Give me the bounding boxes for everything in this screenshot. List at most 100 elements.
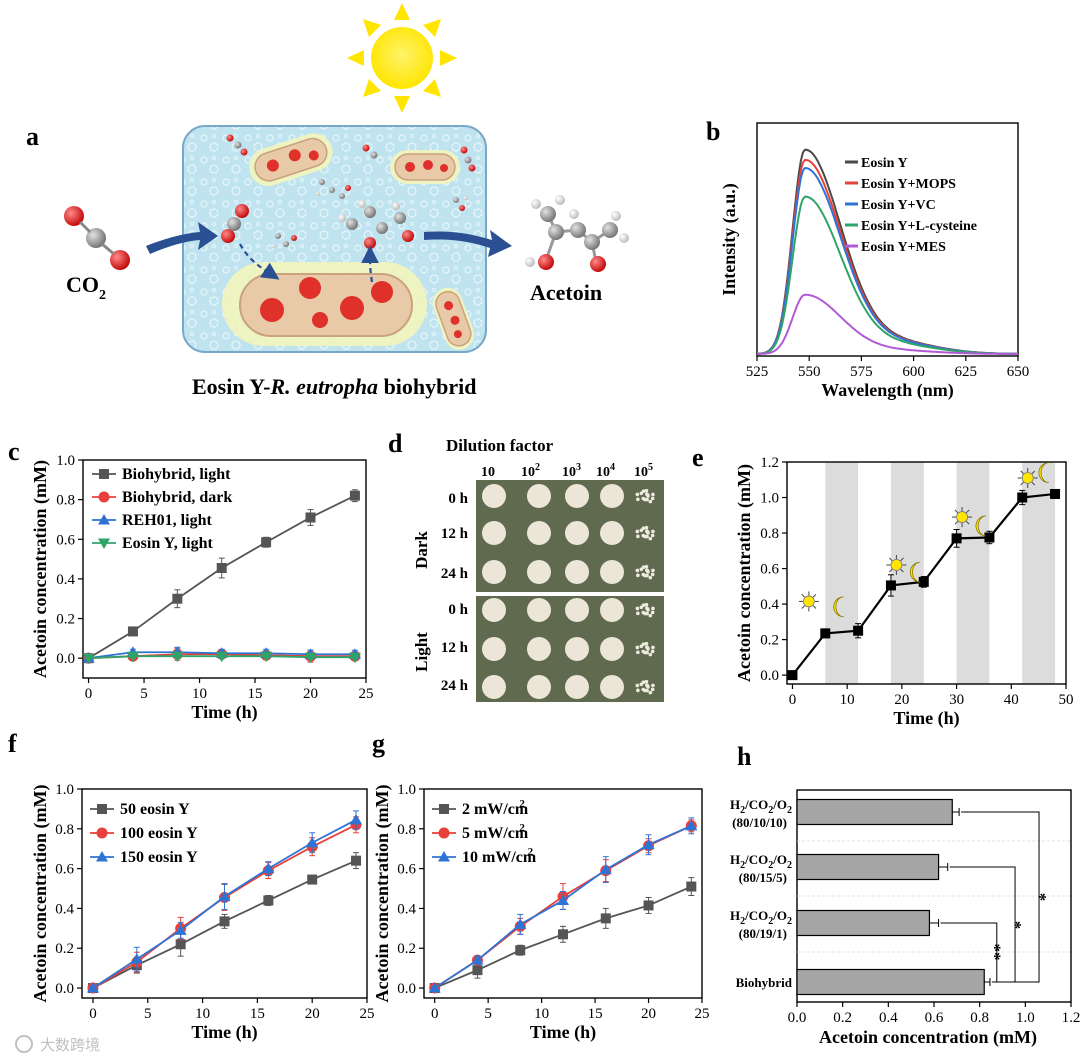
chart-b: 525 550 575 600 625 650 Wavelength (nm) Intensi… bbox=[719, 122, 1029, 401]
moon-icon bbox=[975, 515, 986, 537]
data-point bbox=[218, 890, 231, 901]
colony-speck bbox=[645, 529, 649, 533]
data-point bbox=[515, 945, 526, 956]
colony-speck bbox=[648, 536, 653, 541]
data-point bbox=[219, 916, 230, 927]
sun-ray bbox=[801, 605, 805, 609]
data-point bbox=[86, 982, 99, 993]
colony-spot bbox=[527, 598, 551, 622]
plate-spots bbox=[482, 484, 655, 699]
schematic-caption: Eosin Y-R. eutropha biohybrid bbox=[192, 374, 477, 399]
chart-e: 0 10 20 30 40 50 0.0 0.2 0.4 0.6 0.8 1.0 1.2 Time (h)… bbox=[734, 455, 1074, 729]
y-axis-label: Intensity (a.u.) bbox=[719, 183, 740, 296]
colony-speck bbox=[650, 496, 655, 501]
colony-spot bbox=[482, 521, 506, 545]
y-tick-label: 0.4 bbox=[760, 597, 779, 613]
data-point bbox=[260, 651, 273, 663]
colony-spot bbox=[600, 598, 624, 622]
colony-spot bbox=[482, 484, 506, 508]
legend-label-superscript: 2 bbox=[519, 798, 525, 810]
data-point bbox=[215, 651, 228, 663]
plate-col-3: 103 bbox=[562, 462, 581, 480]
sun-ray bbox=[888, 568, 893, 573]
colony-speck bbox=[645, 688, 649, 693]
colony-speck bbox=[635, 568, 640, 573]
y-tick-label: 0.0 bbox=[760, 668, 779, 684]
data-point bbox=[306, 836, 319, 848]
x-tick-label: 15 bbox=[588, 1006, 603, 1022]
legend-marker bbox=[99, 469, 109, 479]
colony-speck bbox=[639, 567, 644, 572]
sun-ray bbox=[965, 520, 970, 525]
data-point bbox=[514, 918, 527, 929]
colony-speck bbox=[635, 529, 640, 534]
legend-label: Eosin Y+L-cysteine bbox=[861, 219, 977, 234]
panel-label-e: e bbox=[692, 443, 704, 472]
y-axis-label: Acetoin concentration (mM) bbox=[30, 785, 51, 1003]
y-tick-label: 0.4 bbox=[55, 901, 74, 917]
colony-speck bbox=[644, 564, 649, 569]
sun-ray bbox=[900, 557, 904, 562]
data-point bbox=[82, 653, 95, 665]
y-tick-label: 0.6 bbox=[397, 862, 416, 878]
acetoin-molecule-inner bbox=[338, 200, 414, 249]
colony-speck bbox=[639, 528, 644, 533]
colony-spot bbox=[600, 675, 624, 699]
data-point bbox=[471, 954, 484, 965]
co2-label: CO2 bbox=[66, 272, 106, 303]
colony-speck bbox=[650, 687, 655, 692]
plate-column-headers: 10 102 103 104 105 bbox=[481, 462, 653, 480]
legend: Biohybrid, light Biohybrid, dark REH01, li… bbox=[92, 466, 232, 552]
data-point bbox=[599, 863, 612, 875]
legend-marker bbox=[98, 514, 110, 525]
x-tick-label: 0.4 bbox=[879, 1010, 898, 1026]
molecule-small-co2-3 bbox=[460, 146, 476, 172]
data-point bbox=[820, 628, 831, 639]
bar bbox=[796, 853, 940, 881]
category-label: H2/CO2/O2 bbox=[730, 852, 792, 871]
x-tick-label: 30 bbox=[949, 692, 964, 708]
legend-marker bbox=[439, 804, 449, 814]
bar bbox=[796, 798, 953, 826]
panel-label-h: h bbox=[737, 742, 752, 771]
panel-label-g: g bbox=[372, 729, 385, 758]
y-tick-label: 0.2 bbox=[55, 941, 74, 957]
colony-speck bbox=[650, 533, 655, 538]
sun-ray bbox=[801, 593, 805, 598]
legend-label: Biohybrid, light bbox=[122, 466, 231, 483]
colony-speck bbox=[645, 683, 649, 687]
data-point bbox=[558, 929, 568, 940]
x-tick-label: 625 bbox=[955, 364, 978, 380]
group-label-light: Light bbox=[412, 632, 431, 672]
chart-g: 0 5 10 15 20 25 0.0 0.2 0.4 0.6 0.8 1.0 Time (h) Acet… bbox=[372, 782, 710, 1043]
data-point bbox=[428, 982, 441, 993]
data-point bbox=[557, 894, 569, 905]
panel-label-f: f bbox=[8, 729, 17, 758]
sun-ray bbox=[954, 509, 959, 514]
x-tick-label: 0.8 bbox=[970, 1010, 989, 1026]
sun-ray bbox=[1031, 481, 1036, 486]
legend-label: Eosin Y+VC bbox=[861, 198, 936, 213]
y-tick-label: 0.0 bbox=[397, 981, 416, 997]
legend-label: Biohybrid, dark bbox=[122, 489, 232, 506]
bar bbox=[796, 968, 985, 996]
output-arrow bbox=[424, 230, 512, 257]
colony-speck bbox=[635, 606, 640, 611]
x-axis-label: Wavelength (nm) bbox=[821, 380, 954, 401]
significance-mark: * bbox=[1035, 893, 1054, 902]
y-axis-label: Acetoin concentration (mM) bbox=[734, 464, 755, 682]
significance-bracket bbox=[949, 866, 1016, 983]
colony-speck bbox=[645, 568, 649, 572]
plate-title: Dilution factor bbox=[446, 436, 554, 455]
significance-mark: * bbox=[1010, 921, 1029, 930]
colony-speck bbox=[639, 644, 644, 649]
panel-label-d: d bbox=[388, 429, 403, 458]
colony-speck bbox=[648, 575, 653, 580]
acetoin-label: Acetoin bbox=[530, 280, 602, 305]
y-tick-label: 0.2 bbox=[56, 612, 75, 628]
colony-speck bbox=[651, 529, 655, 534]
y-tick-label: 0.4 bbox=[397, 901, 416, 917]
series-2 bbox=[428, 817, 698, 993]
colony-speck bbox=[635, 645, 640, 650]
